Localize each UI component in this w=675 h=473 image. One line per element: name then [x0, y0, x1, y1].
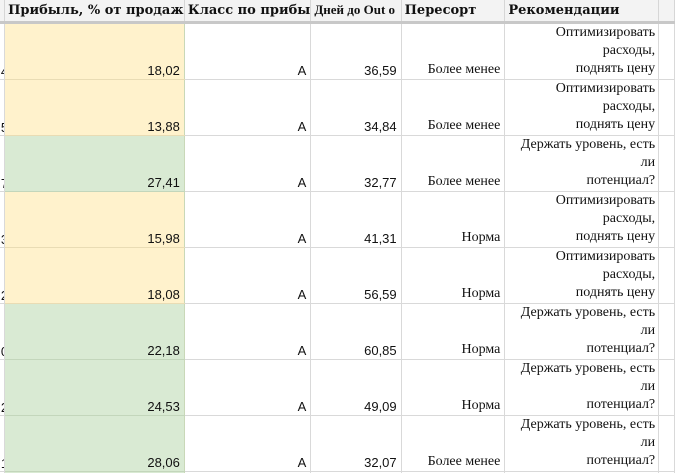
cell-recommendation[interactable]: Оптимизировать расходы, поднять цену — [504, 191, 660, 248]
cell-recommendation[interactable]: Держать уровень, есть ли потенциал? — [504, 415, 660, 472]
recommendation-line-1: Держать уровень, есть ли — [520, 416, 656, 450]
header-profit-percent[interactable]: Прибыль, % от продаж — [4, 0, 185, 24]
header-row: Прибыль, % от продаж Класс по прибы Дней… — [0, 0, 675, 24]
cell-recommendation[interactable]: Оптимизировать расходы, поднять цену — [504, 79, 660, 136]
cell-prev-column[interactable]: 2 — [0, 471, 6, 473]
cell-resort[interactable]: Более менее — [401, 22, 506, 80]
recommendation-line-1: Держать уровень, есть ли — [520, 360, 656, 394]
cell-prev-column[interactable]: 1 — [0, 415, 6, 472]
cell-next-column[interactable] — [658, 191, 675, 248]
cell-profit-class[interactable]: A — [184, 303, 312, 360]
cell-prev-column[interactable]: 2 — [0, 247, 6, 304]
header-days-to-out-of-stock[interactable]: Дней до Out o — [310, 0, 402, 24]
cell-profit-class[interactable]: A — [184, 359, 312, 416]
cell-profit-percent[interactable]: 22,18 — [4, 303, 185, 360]
cell-profit-class[interactable]: A — [184, 247, 312, 304]
cell-days-to-out-of-stock[interactable]: 36,59 — [310, 22, 402, 80]
recommendation-line-1: Оптимизировать расходы, — [555, 192, 656, 226]
cell-resort[interactable]: Более менее — [401, 135, 506, 192]
cell-resort[interactable]: Норма — [401, 303, 506, 360]
recommendation-line-1: Оптимизировать расходы, — [555, 248, 656, 282]
cell-recommendation[interactable]: Держать уровень, есть ли потенциал? — [504, 359, 660, 416]
table-row: 0 22,18 A 60,85 Норма Держать уровень, е… — [0, 303, 675, 360]
cell-prev-column[interactable]: 0 — [0, 303, 6, 360]
cell-profit-percent[interactable]: 18,02 — [4, 22, 185, 80]
table-row: 2 24,53 A 49,09 Норма Держать уровень, е… — [0, 359, 675, 416]
cell-days-to-out-of-stock[interactable]: 56,59 — [310, 247, 402, 304]
cell-days-to-out-of-stock[interactable]: 60,85 — [310, 303, 402, 360]
cell-recommendation[interactable]: Держать уровень, есть ли потенциал? — [504, 135, 660, 192]
cell-recommendation[interactable]: Держать уровень, есть ли потенциал? — [504, 303, 660, 360]
cell-profit-percent[interactable]: 27,41 — [4, 135, 185, 192]
cell-prev-column[interactable]: 5 — [0, 79, 6, 136]
recommendation-line-2: поднять цену — [575, 116, 656, 132]
cell-next-column[interactable] — [658, 22, 675, 80]
cell-days-to-out-of-stock[interactable]: 49,09 — [310, 359, 402, 416]
cell-profit-class[interactable]: A — [184, 135, 312, 192]
cell-profit-class[interactable]: A — [184, 471, 312, 473]
recommendation-line-1: Держать уровень, есть ли — [520, 304, 656, 338]
recommendation-line-1: Оптимизировать расходы, — [555, 80, 656, 114]
table-row: 7 27,41 A 32,77 Более менее Держать уров… — [0, 135, 675, 192]
header-profit-class[interactable]: Класс по прибы — [184, 0, 312, 24]
recommendation-line-2: поднять цену — [575, 60, 656, 76]
cell-next-column[interactable] — [658, 79, 675, 136]
cell-next-column[interactable] — [658, 359, 675, 416]
cell-resort[interactable]: Норма — [401, 359, 506, 416]
recommendation-line-1: Оптимизировать расходы, — [555, 24, 656, 58]
cell-profit-percent[interactable]: 20,44 — [4, 471, 185, 473]
cell-profit-class[interactable]: A — [184, 415, 312, 472]
cell-days-to-out-of-stock[interactable]: 32,77 — [310, 135, 402, 192]
cell-prev-column[interactable]: 3 — [0, 191, 6, 248]
cell-resort[interactable]: Норма — [401, 471, 506, 473]
cell-recommendation[interactable]: Оптимизировать расходы, поднять цену — [504, 247, 660, 304]
table-row: 3 15,98 A 41,31 Норма Оптимизировать рас… — [0, 191, 675, 248]
recommendation-line-2: потенциал? — [586, 452, 656, 468]
table-row: 4 18,02 A 36,59 Более менее Оптимизирова… — [0, 22, 675, 80]
cell-next-column[interactable] — [658, 247, 675, 304]
cell-next-column[interactable] — [658, 415, 675, 472]
cell-profit-class[interactable]: A — [184, 191, 312, 248]
cell-days-to-out-of-stock[interactable]: 41,31 — [310, 191, 402, 248]
header-cell-edge[interactable] — [0, 0, 6, 24]
header-resort[interactable]: Пересорт — [401, 0, 506, 24]
recommendation-line-2: потенциал? — [586, 396, 656, 412]
cell-profit-percent[interactable]: 13,88 — [4, 79, 185, 136]
table-row: 5 13,88 A 34,84 Более менее Оптимизирова… — [0, 79, 675, 136]
cell-days-to-out-of-stock[interactable]: 32,07 — [310, 415, 402, 472]
cell-profit-percent[interactable]: 24,53 — [4, 359, 185, 416]
cell-prev-column[interactable]: 4 — [0, 22, 6, 80]
cell-next-column[interactable] — [658, 471, 675, 473]
cell-prev-column[interactable]: 7 — [0, 135, 6, 192]
cell-profit-class[interactable]: A — [184, 79, 312, 136]
recommendation-line-2: поднять цену — [575, 228, 656, 244]
cell-profit-percent[interactable]: 18,08 — [4, 247, 185, 304]
cell-next-column[interactable] — [658, 303, 675, 360]
cell-days-to-out-of-stock[interactable]: 34,84 — [310, 79, 402, 136]
cell-recommendation[interactable]: Оптимизировать расходы, поднять цену — [504, 22, 660, 80]
header-recommendations[interactable]: Рекомендации — [504, 0, 660, 24]
cell-profit-class[interactable]: A — [184, 22, 312, 80]
header-cell-next[interactable] — [658, 0, 675, 24]
cell-profit-percent[interactable]: 28,06 — [4, 415, 185, 472]
recommendation-line-2: потенциал? — [586, 340, 656, 356]
cell-days-to-out-of-stock[interactable]: 64,98 — [310, 471, 402, 473]
recommendation-line-2: поднять цену — [575, 284, 656, 300]
cell-resort[interactable]: Норма — [401, 247, 506, 304]
cell-next-column[interactable] — [658, 135, 675, 192]
cell-profit-percent[interactable]: 15,98 — [4, 191, 185, 248]
cell-prev-column[interactable]: 2 — [0, 359, 6, 416]
cell-resort[interactable]: Норма — [401, 191, 506, 248]
cell-resort[interactable]: Более менее — [401, 415, 506, 472]
recommendation-line-1: Держать уровень, есть ли — [520, 136, 656, 170]
recommendation-line-2: потенциал? — [586, 172, 656, 188]
table-row: 1 28,06 A 32,07 Более менее Держать уров… — [0, 415, 675, 472]
cell-resort[interactable]: Более менее — [401, 79, 506, 136]
table-row: 2 18,08 A 56,59 Норма Оптимизировать рас… — [0, 247, 675, 304]
